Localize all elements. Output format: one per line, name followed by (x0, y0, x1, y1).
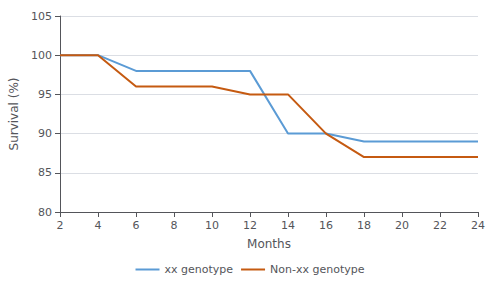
svg-text:xx genotype: xx genotype (165, 263, 234, 276)
svg-text:10: 10 (205, 219, 219, 232)
svg-text:100: 100 (31, 49, 52, 62)
svg-text:14: 14 (281, 219, 295, 232)
svg-text:8: 8 (171, 219, 178, 232)
svg-text:22: 22 (433, 219, 447, 232)
svg-text:20: 20 (395, 219, 409, 232)
svg-text:18: 18 (357, 219, 371, 232)
svg-text:16: 16 (319, 219, 333, 232)
svg-text:90: 90 (38, 127, 52, 140)
svg-text:12: 12 (243, 219, 257, 232)
svg-text:80: 80 (38, 206, 52, 219)
svg-text:Months: Months (247, 237, 291, 251)
svg-text:2: 2 (57, 219, 64, 232)
svg-text:4: 4 (95, 219, 102, 232)
svg-text:Non-xx genotype: Non-xx genotype (270, 263, 365, 276)
svg-text:Survival (%): Survival (%) (7, 78, 21, 151)
svg-text:95: 95 (38, 88, 52, 101)
svg-text:85: 85 (38, 166, 52, 179)
svg-text:6: 6 (133, 219, 140, 232)
svg-text:105: 105 (31, 10, 52, 23)
svg-text:24: 24 (471, 219, 485, 232)
